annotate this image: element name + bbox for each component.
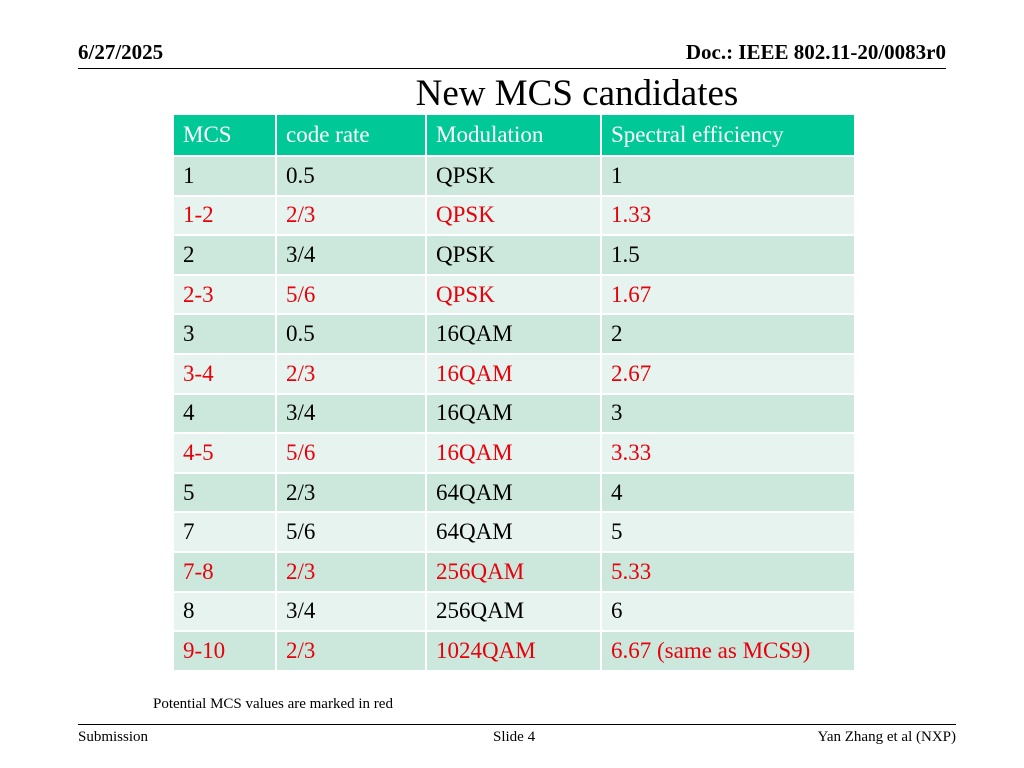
table-row: 5 2/3 64QAM 4 bbox=[172, 471, 856, 514]
cell-mcs: 1 bbox=[172, 155, 277, 197]
cell-mcs: 2-3 bbox=[172, 273, 277, 316]
table-row: 4 3/4 16QAM 3 bbox=[172, 392, 856, 435]
header-date: 6/27/2025 bbox=[78, 40, 164, 64]
cell-code-rate: 2/3 bbox=[275, 352, 427, 395]
cell-spectral-efficiency: 1.33 bbox=[600, 194, 856, 237]
mcs-table: MCS code rate Modulation Spectral effici… bbox=[172, 113, 856, 672]
cell-modulation: 256QAM bbox=[425, 590, 602, 633]
cell-mcs: 9-10 bbox=[172, 630, 277, 672]
cell-mcs: 3 bbox=[172, 313, 277, 355]
cell-modulation: 16QAM bbox=[425, 352, 602, 395]
table-row: 7 5/6 64QAM 5 bbox=[172, 511, 856, 553]
cell-spectral-efficiency: 5.33 bbox=[600, 550, 856, 593]
cell-code-rate: 0.5 bbox=[275, 313, 427, 355]
cell-mcs: 7-8 bbox=[172, 550, 277, 593]
cell-spectral-efficiency: 6 bbox=[600, 590, 856, 633]
cell-mcs: 4 bbox=[172, 392, 277, 435]
cell-spectral-efficiency: 1.5 bbox=[600, 234, 856, 276]
cell-code-rate: 5/6 bbox=[275, 432, 427, 474]
cell-mcs: 3-4 bbox=[172, 352, 277, 395]
cell-mcs: 2 bbox=[172, 234, 277, 276]
cell-spectral-efficiency: 4 bbox=[600, 471, 856, 514]
table-row: 2 3/4 QPSK 1.5 bbox=[172, 234, 856, 276]
cell-code-rate: 3/4 bbox=[275, 392, 427, 435]
footer-slide-number: Slide 4 bbox=[493, 729, 536, 745]
cell-modulation: QPSK bbox=[425, 155, 602, 197]
cell-spectral-efficiency: 1 bbox=[600, 155, 856, 197]
footer-author: Yan Zhang et al (NXP) bbox=[817, 729, 956, 745]
table-row: 1-2 2/3 QPSK 1.33 bbox=[172, 194, 856, 237]
cell-modulation: QPSK bbox=[425, 273, 602, 316]
footer-submission: Submission bbox=[78, 729, 149, 745]
cell-spectral-efficiency: 2.67 bbox=[600, 352, 856, 395]
cell-spectral-efficiency: 5 bbox=[600, 511, 856, 553]
cell-code-rate: 5/6 bbox=[275, 511, 427, 553]
table-row: 4-5 5/6 16QAM 3.33 bbox=[172, 432, 856, 474]
cell-modulation: 16QAM bbox=[425, 313, 602, 355]
table-row: 2-3 5/6 QPSK 1.67 bbox=[172, 273, 856, 316]
cell-mcs: 8 bbox=[172, 590, 277, 633]
cell-code-rate: 3/4 bbox=[275, 234, 427, 276]
cell-modulation: 64QAM bbox=[425, 511, 602, 553]
cell-mcs: 7 bbox=[172, 511, 277, 553]
header-doc-id: Doc.: IEEE 802.11-20/0083r0 bbox=[685, 40, 946, 64]
column-header-code-rate: code rate bbox=[275, 113, 427, 157]
cell-spectral-efficiency: 6.67 (same as MCS9) bbox=[600, 630, 856, 672]
cell-modulation: QPSK bbox=[425, 234, 602, 276]
cell-code-rate: 2/3 bbox=[275, 194, 427, 237]
cell-code-rate: 2/3 bbox=[275, 471, 427, 514]
table-row: 3-4 2/3 16QAM 2.67 bbox=[172, 352, 856, 395]
cell-modulation: 64QAM bbox=[425, 471, 602, 514]
cell-modulation: 16QAM bbox=[425, 392, 602, 435]
cell-code-rate: 3/4 bbox=[275, 590, 427, 633]
cell-spectral-efficiency: 2 bbox=[600, 313, 856, 355]
table-row: 7-8 2/3 256QAM 5.33 bbox=[172, 550, 856, 593]
table-row: 1 0.5 QPSK 1 bbox=[172, 155, 856, 197]
table-header-row: MCS code rate Modulation Spectral effici… bbox=[172, 113, 856, 157]
cell-mcs: 5 bbox=[172, 471, 277, 514]
column-header-spectral-efficiency: Spectral efficiency bbox=[600, 113, 856, 157]
cell-modulation: 16QAM bbox=[425, 432, 602, 474]
cell-modulation: 256QAM bbox=[425, 550, 602, 593]
cell-code-rate: 2/3 bbox=[275, 550, 427, 593]
column-header-modulation: Modulation bbox=[425, 113, 602, 157]
table-row: 8 3/4 256QAM 6 bbox=[172, 590, 856, 633]
cell-mcs: 4-5 bbox=[172, 432, 277, 474]
column-header-mcs: MCS bbox=[172, 113, 277, 157]
slide-title: New MCS candidates bbox=[415, 73, 739, 114]
cell-modulation: QPSK bbox=[425, 194, 602, 237]
cell-code-rate: 0.5 bbox=[275, 155, 427, 197]
cell-code-rate: 5/6 bbox=[275, 273, 427, 316]
cell-spectral-efficiency: 1.67 bbox=[600, 273, 856, 316]
header-divider bbox=[78, 68, 946, 69]
footer-divider bbox=[78, 724, 956, 725]
cell-spectral-efficiency: 3 bbox=[600, 392, 856, 435]
cell-modulation: 1024QAM bbox=[425, 630, 602, 672]
table-row: 9-10 2/3 1024QAM 6.67 (same as MCS9) bbox=[172, 630, 856, 672]
cell-mcs: 1-2 bbox=[172, 194, 277, 237]
cell-code-rate: 2/3 bbox=[275, 630, 427, 672]
footnote: Potential MCS values are marked in red bbox=[153, 696, 393, 712]
table-row: 3 0.5 16QAM 2 bbox=[172, 313, 856, 355]
cell-spectral-efficiency: 3.33 bbox=[600, 432, 856, 474]
